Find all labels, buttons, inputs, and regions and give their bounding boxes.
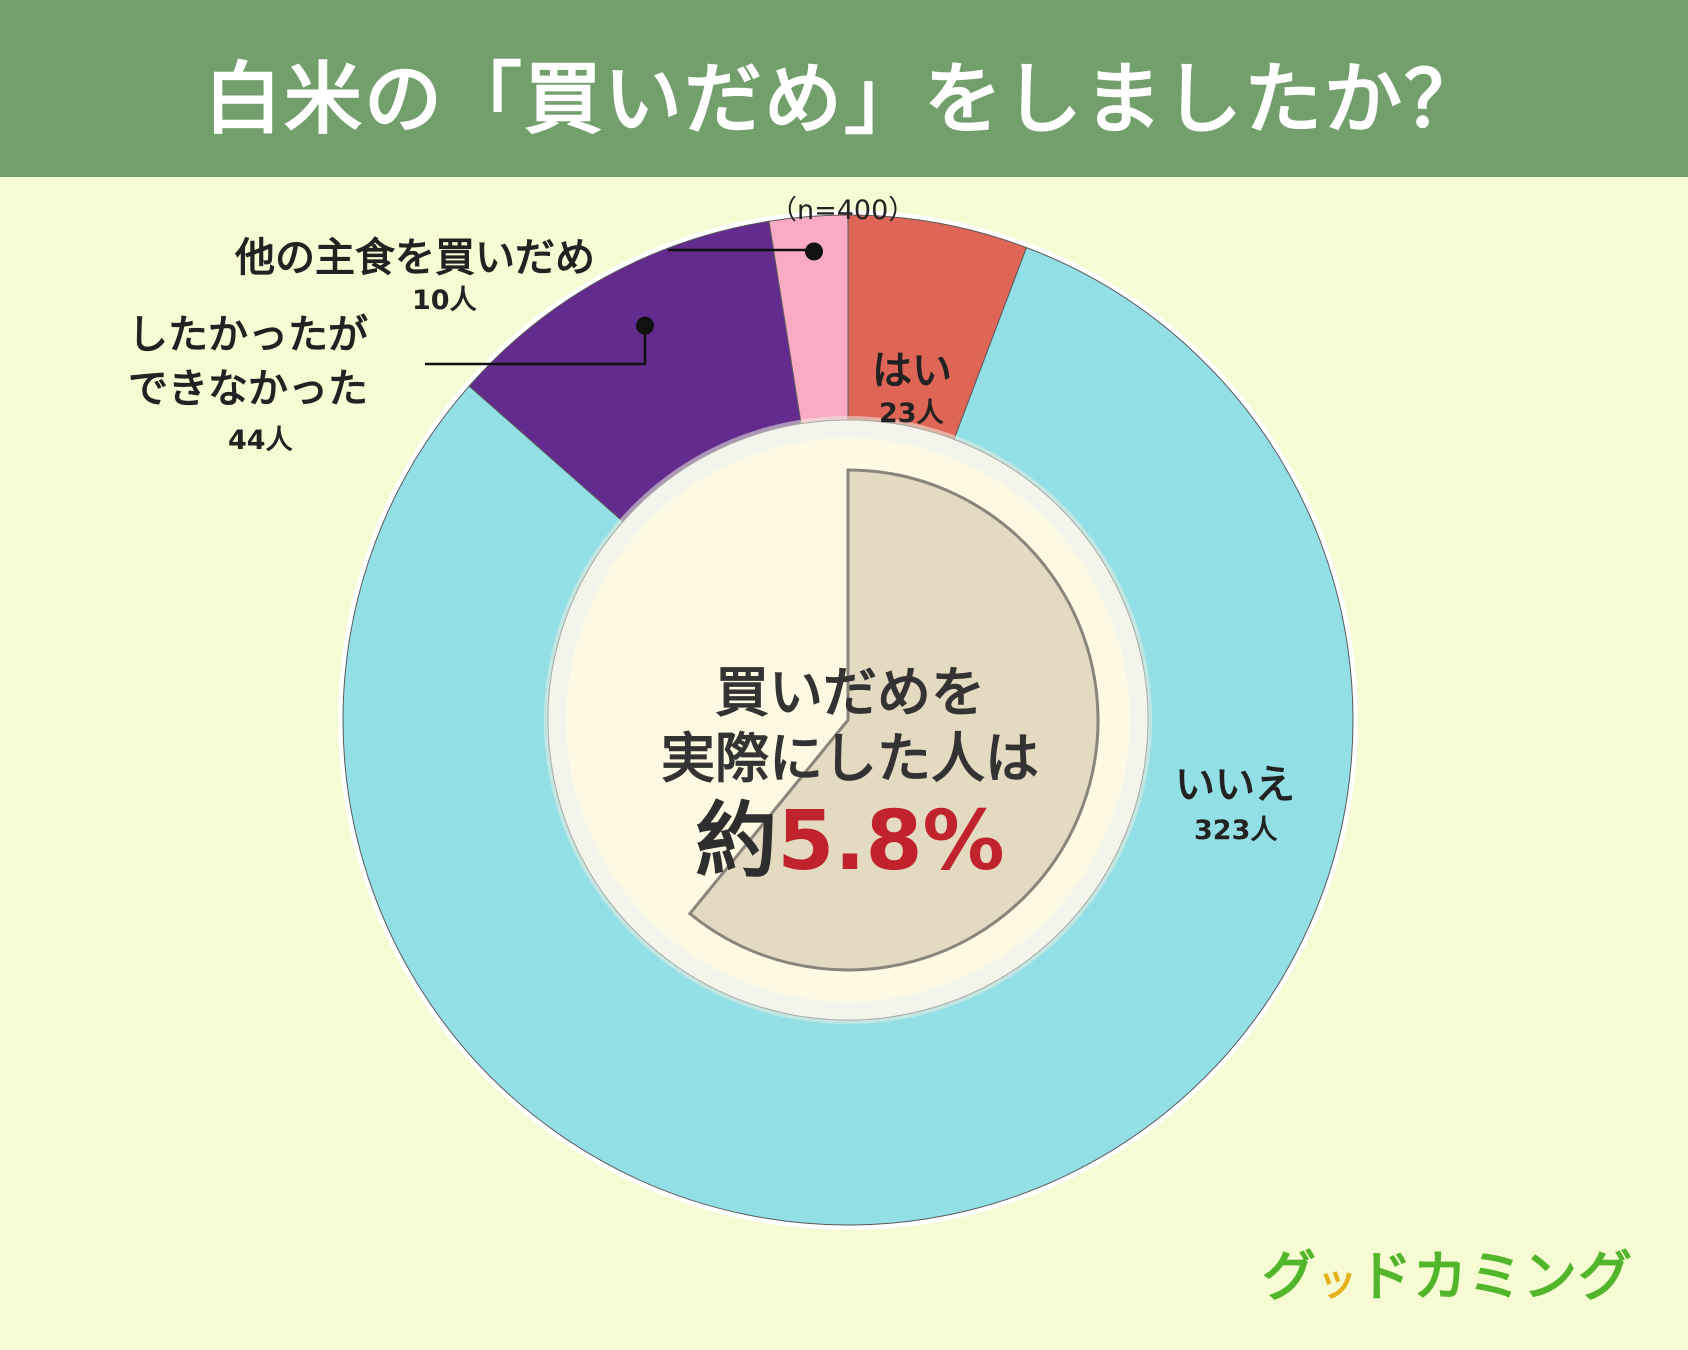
logo-text-main: グ (1262, 1245, 1317, 1308)
logo-text-rest: ドカミング (1358, 1245, 1633, 1308)
could-not-buy-label-line2: できなかった (128, 366, 368, 412)
leader-line-could-not-buy (425, 325, 647, 366)
center-percent: 5.8% (777, 794, 1005, 889)
other-staple-count: 10人 (412, 285, 477, 316)
center-highlight-wedge (687, 468, 1100, 972)
chart-title: 白米の「買いだめ」をしましたか？ (203, 54, 1484, 145)
could-not-buy-count: 44人 (228, 425, 293, 456)
no-label: いいえ (1175, 762, 1295, 808)
logo-text-accent: ッ (1317, 1259, 1358, 1305)
could-not-buy-label: したかったが できなかった (128, 308, 368, 416)
could-not-buy-label-line1: したかったが (128, 312, 368, 358)
leader-dot-other-staple (805, 242, 823, 261)
sample-size-label: （n=400） (770, 195, 916, 226)
center-highlight: 約5.8% (560, 792, 1140, 892)
yes-label: はい (872, 348, 952, 394)
brand-logo: グッドカミング (1262, 1232, 1633, 1311)
center-line1: 買いだめを (715, 661, 985, 724)
header-bar: 白米の「買いだめ」をしましたか？ (0, 0, 1688, 177)
other-staple-label: 他の主食を買いだめ (235, 235, 595, 281)
leader-dot-could-not-buy (636, 316, 654, 335)
center-prefix: 約 (695, 794, 778, 889)
no-count: 323人 (1194, 815, 1278, 846)
center-summary: 買いだめを 実際にした人は 約5.8% (560, 660, 1140, 892)
center-line2: 実際にした人は (661, 727, 1039, 790)
yes-count: 23人 (879, 398, 944, 429)
leader-line-other-staple (668, 248, 816, 252)
